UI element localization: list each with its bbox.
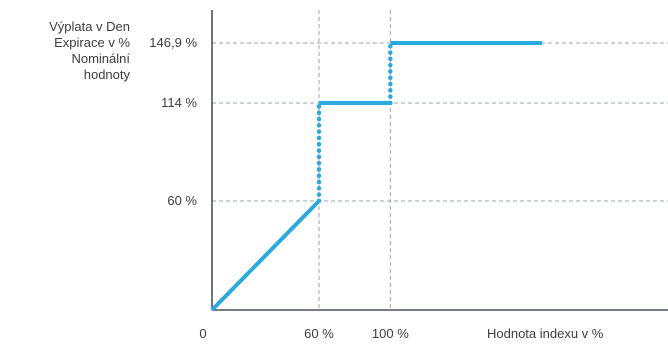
payout-series — [210, 40, 542, 312]
x-tick-label-100: 100 % — [371, 326, 409, 341]
y-axis-label-line: Expirace v % — [54, 35, 130, 50]
x-axis-label: Hodnota indexu v % — [487, 326, 604, 341]
series-solid-segment — [210, 199, 321, 312]
y-axis-label-line: Výplata v Den — [49, 19, 130, 34]
y-tick-label-146-9: 146,9 % — [149, 35, 197, 50]
y-axis-label-line: Nominální — [71, 51, 130, 66]
y-tick-label-60: 60 % — [167, 193, 197, 208]
y-axis-label: Výplata v Den Expirace v % Nominální hod… — [0, 19, 130, 83]
y-axis-label-line: hodnoty — [83, 67, 130, 82]
grid-lines — [212, 10, 668, 310]
x-origin-label: 0 — [199, 326, 207, 341]
x-tick-label-60: 60 % — [304, 326, 334, 341]
y-tick-label-114: 114 % — [161, 95, 197, 110]
axes — [211, 10, 668, 311]
